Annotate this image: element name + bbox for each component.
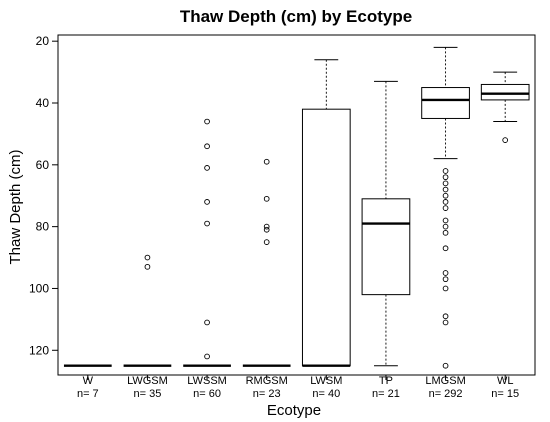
x-count-label: n= 23 xyxy=(253,388,281,400)
outlier-point xyxy=(442,319,449,326)
outlier-point xyxy=(204,118,210,125)
outlier-point xyxy=(442,174,449,181)
x-category-label: RMGSM xyxy=(246,375,288,387)
x-category-label: WL xyxy=(497,375,514,387)
x-category-label: LWSM xyxy=(310,375,342,387)
x-category-label: LMGSM xyxy=(425,375,465,387)
x-category-label: LWGSM xyxy=(127,375,168,387)
outlier-point xyxy=(263,195,270,202)
outlier-point xyxy=(204,319,210,326)
x-count-label: n= 21 xyxy=(372,388,400,400)
y-tick-label: 60 xyxy=(36,158,50,172)
outlier-point xyxy=(442,186,449,193)
outlier-point xyxy=(442,229,449,236)
outlier-point xyxy=(144,263,151,270)
outlier-point xyxy=(204,199,210,205)
y-tick-label: 100 xyxy=(29,281,49,295)
x-count-label: n= 7 xyxy=(77,388,99,400)
box-group-wl xyxy=(480,71,530,143)
outlier-point xyxy=(442,205,449,211)
outlier-point xyxy=(442,168,449,174)
outlier-point xyxy=(144,254,151,261)
box-group-lwgsm xyxy=(123,254,172,367)
x-count-label: n= 35 xyxy=(134,388,162,400)
x-count-label: n= 292 xyxy=(429,388,463,400)
outlier-point xyxy=(442,276,449,283)
outlier-point xyxy=(442,313,449,320)
outlier-point xyxy=(204,143,210,150)
y-axis: 20 40 60 80 100 120 xyxy=(29,34,59,357)
outlier-point xyxy=(263,158,270,165)
outlier-point xyxy=(442,199,449,205)
x-category-label: TP xyxy=(379,375,393,387)
y-tick-label: 40 xyxy=(36,96,50,110)
box-group-lmgsm xyxy=(421,46,470,369)
boxes xyxy=(63,46,530,369)
x-axis-label: Ecotype xyxy=(267,402,321,419)
outlier-point xyxy=(442,223,449,230)
outlier-point xyxy=(442,192,449,199)
x-count-label: n= 15 xyxy=(491,388,519,400)
outlier-point xyxy=(263,226,270,233)
x-count-label: n= 40 xyxy=(312,388,340,400)
box xyxy=(301,108,351,367)
chart-title: Thaw Depth (cm) by Ecotype xyxy=(180,7,412,26)
outlier-point xyxy=(204,165,210,171)
outlier-point xyxy=(204,220,210,227)
box-group-rmgsm xyxy=(242,158,291,367)
box-group-lwsm xyxy=(301,59,351,367)
outlier-point xyxy=(442,245,449,252)
y-tick-label: 80 xyxy=(36,220,50,234)
outlier-point xyxy=(442,362,449,369)
plot-frame xyxy=(57,34,536,376)
box xyxy=(421,87,470,119)
outlier-point xyxy=(263,239,270,245)
outlier-point xyxy=(442,285,449,292)
box xyxy=(361,198,411,296)
x-category-label: W xyxy=(83,375,94,387)
outlier-point xyxy=(204,353,210,360)
box-group-lwssm xyxy=(183,118,231,367)
outlier-point xyxy=(442,180,449,187)
x-count-label: n= 60 xyxy=(193,388,221,400)
outlier-point xyxy=(502,137,509,143)
y-tick-label: 120 xyxy=(29,343,49,357)
box-group-tp xyxy=(361,80,411,367)
outlier-point xyxy=(442,217,449,224)
outlier-point xyxy=(263,223,270,230)
y-tick-label: 20 xyxy=(36,34,50,48)
y-axis-label: Thaw Depth (cm) xyxy=(7,149,24,264)
box xyxy=(480,83,530,101)
x-category-label: LWSSM xyxy=(187,375,227,387)
outlier-point xyxy=(442,270,449,276)
